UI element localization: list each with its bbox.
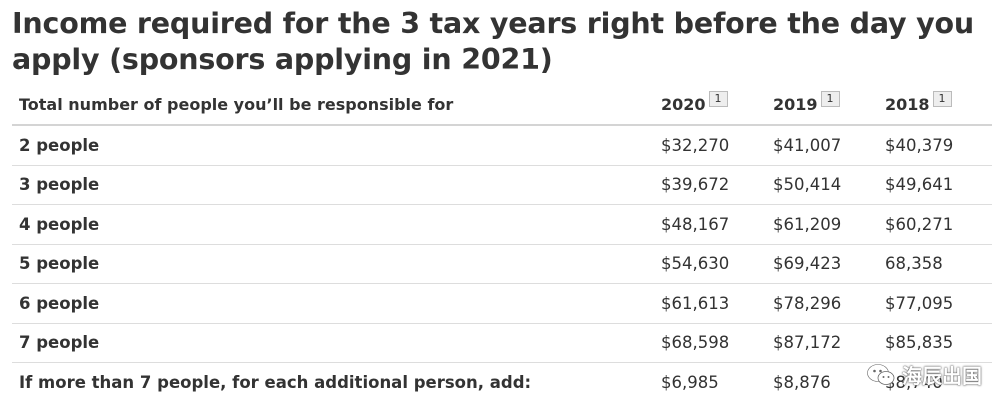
- table-header-row: Total number of people you’ll be respons…: [12, 84, 992, 126]
- header-year: 2019 1: [766, 84, 878, 126]
- income-cell: $54,630: [654, 244, 766, 284]
- row-label: 3 people: [12, 165, 654, 205]
- income-cell: $85,835: [878, 323, 992, 363]
- income-cell: $40,379: [878, 125, 992, 166]
- year-label: 2020: [661, 94, 706, 114]
- income-cell: $69,423: [766, 244, 878, 284]
- table-row: 2 people $32,270 $41,007 $40,379: [12, 125, 992, 166]
- footnote-link[interactable]: 1: [932, 91, 952, 107]
- year-label: 2018: [885, 94, 930, 114]
- header-year: 2018 1: [878, 84, 992, 126]
- income-cell: $60,271: [878, 204, 992, 245]
- income-cell: $77,095: [878, 283, 992, 324]
- footnote-link[interactable]: 1: [820, 91, 840, 107]
- income-cell: $39,672: [654, 165, 766, 205]
- income-cell: $48,167: [654, 204, 766, 245]
- row-label: 7 people: [12, 323, 654, 363]
- income-table: Total number of people you’ll be respons…: [12, 84, 992, 402]
- row-label: 6 people: [12, 283, 654, 324]
- table-row: 4 people $48,167 $61,209 $60,271: [12, 204, 992, 245]
- income-cell: $61,613: [654, 283, 766, 324]
- income-cell: $50,414: [766, 165, 878, 205]
- table-row: 7 people $68,598 $87,172 $85,835: [12, 323, 992, 363]
- table-row: 6 people $61,613 $78,296 $77,095: [12, 283, 992, 324]
- row-label: 2 people: [12, 125, 654, 166]
- income-cell: $41,007: [766, 125, 878, 166]
- header-year: 2020 1: [654, 84, 766, 126]
- row-label: If more than 7 people, for each addition…: [19, 372, 532, 392]
- income-cell: $32,270: [654, 125, 766, 166]
- header-people-label: Total number of people you’ll be respons…: [12, 84, 654, 126]
- footnote-link[interactable]: 1: [708, 91, 728, 107]
- income-cell: $49,641: [878, 165, 992, 205]
- income-cell: $6,985: [661, 372, 719, 392]
- income-cell: $68,598: [654, 323, 766, 363]
- income-cell: $78,296: [766, 283, 878, 324]
- year-label: 2019: [773, 94, 818, 114]
- row-label: 5 people: [12, 244, 654, 284]
- income-cell: $87,172: [766, 323, 878, 363]
- income-cell: $8,740: [885, 372, 943, 392]
- table-row: 3 people $39,672 $50,414 $49,641: [12, 165, 992, 205]
- income-cell: 68,358: [878, 244, 992, 284]
- page-title: Income required for the 3 tax years righ…: [12, 7, 974, 76]
- income-cell: $8,876: [773, 372, 831, 392]
- row-label: 4 people: [12, 204, 654, 245]
- table-row: 5 people $54,630 $69,423 68,358: [12, 244, 992, 284]
- income-cell: $61,209: [766, 204, 878, 245]
- table-row: If more than 7 people, for each addition…: [12, 363, 992, 402]
